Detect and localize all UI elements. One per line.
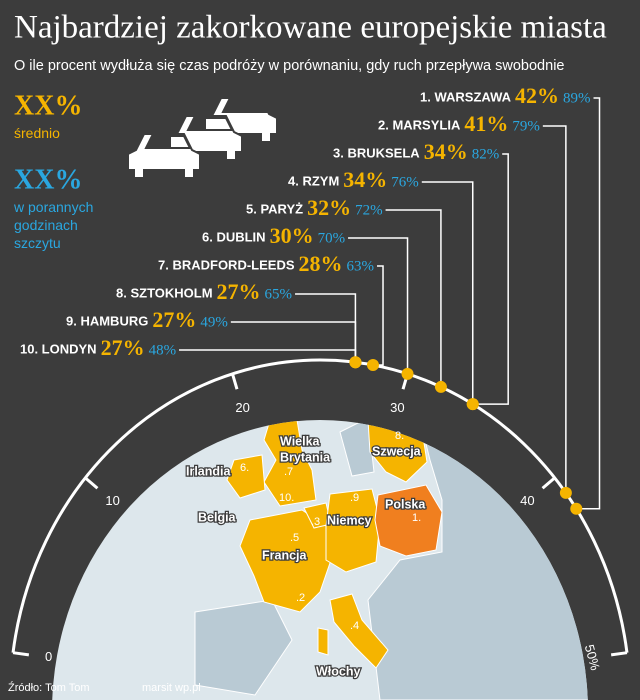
map-label: Szwecja [372,444,422,458]
credit: marsit wp.pl [142,682,201,694]
gauge-dot [570,502,583,515]
country [374,484,443,557]
gauge-dot [366,359,379,372]
tick-label: 50% [582,643,603,672]
map-marker: 1. [412,512,421,524]
country [263,420,317,507]
map-marker: .7 [284,466,293,478]
value-label: 49% [200,314,228,330]
map-marker: .4 [350,620,359,632]
country [317,627,329,656]
city-label: 5. PARYŻ [246,201,303,216]
value-label: 76% [391,174,419,190]
city-label: 9. HAMBURG [66,313,148,328]
value-label: 27% [101,335,145,360]
map-label: Niemcy [327,513,372,527]
value-label: 27% [217,279,261,304]
value-label: 89% [563,90,591,106]
land [194,599,293,696]
chart-title: Najbardziej zakorkowane europejskie mias… [14,10,607,46]
tick-mark [541,476,556,490]
city-label: 4. RZYM [288,173,339,188]
leader-line [472,153,509,405]
car-icon [127,133,201,179]
value-label: 28% [299,251,343,276]
legend-label: w porannych godzinach szczytu [13,199,93,251]
value-label: 27% [152,307,196,332]
tick-label: 30 [390,400,404,415]
value-label: 34% [424,139,468,164]
tick-label: 10 [105,493,119,508]
gauge-dot [434,380,447,393]
map-marker: .9 [350,492,359,504]
leader-line [542,125,567,493]
gauge-dot [559,486,572,499]
tick-mark [231,373,239,390]
map-marker: 6. [240,462,249,474]
value-label: 82% [472,146,500,162]
source: Źródło: Tom Tom [8,681,90,694]
map-label: Irlandia [186,464,232,478]
leader-line [230,321,357,363]
city-label: 3. BRUKSELA [333,145,420,160]
map-marker: .3 [311,516,320,528]
map-label: Polska [385,497,426,511]
map-marker: 8. [395,430,404,442]
city-label: 10. LONDYN [20,341,97,356]
legend-symbol: XX% [14,90,82,121]
legend-symbol: XX% [14,164,82,195]
value-label: 30% [270,223,314,248]
value-label: 72% [355,202,383,218]
value-label: 70% [318,230,346,246]
value-label: 42% [515,83,559,108]
city-label: 6. DUBLIN [202,229,266,244]
city-label: 7. BRADFORD-LEEDS [158,257,295,272]
gauge-dot [466,398,479,411]
gauge-dot [349,356,362,369]
map-marker: 10. [279,492,294,504]
tick-mark [84,476,99,490]
leader-line [385,209,442,387]
map-label: Wielka [280,434,321,448]
city-label: 1. WARSZAWA [420,89,512,104]
chart-subtitle: O ile procent wydłuża się czas podróży w… [14,58,564,74]
leader-line [421,181,474,405]
value-label: 65% [265,286,293,302]
tick-mark [12,651,30,657]
legend-label: średnio [14,125,60,141]
gauge-dot [401,367,414,380]
country [329,593,389,669]
value-label: 32% [307,195,351,220]
value-label: 79% [512,118,540,134]
tick-mark [610,651,628,657]
tick-label: 0 [45,649,52,664]
city-label: 8. SZTOKHOLM [116,285,213,300]
value-label: 41% [464,111,508,136]
value-label: 63% [347,258,375,274]
map-label: Brytania [280,450,331,464]
city-label: 2. MARSYLIA [378,117,461,132]
map-marker: .5 [290,532,299,544]
country [325,488,381,573]
leader-line [576,97,601,510]
tick-label: 40 [520,493,534,508]
country [226,454,266,499]
map-label: Belgia [198,510,237,524]
value-label: 34% [343,167,387,192]
tick-label: 20 [235,400,249,415]
leader-line [348,237,409,374]
map-label: Francja [262,548,308,562]
map-marker: .2 [296,592,305,604]
value-label: 48% [149,342,177,358]
map-label: Włochy [316,664,360,678]
